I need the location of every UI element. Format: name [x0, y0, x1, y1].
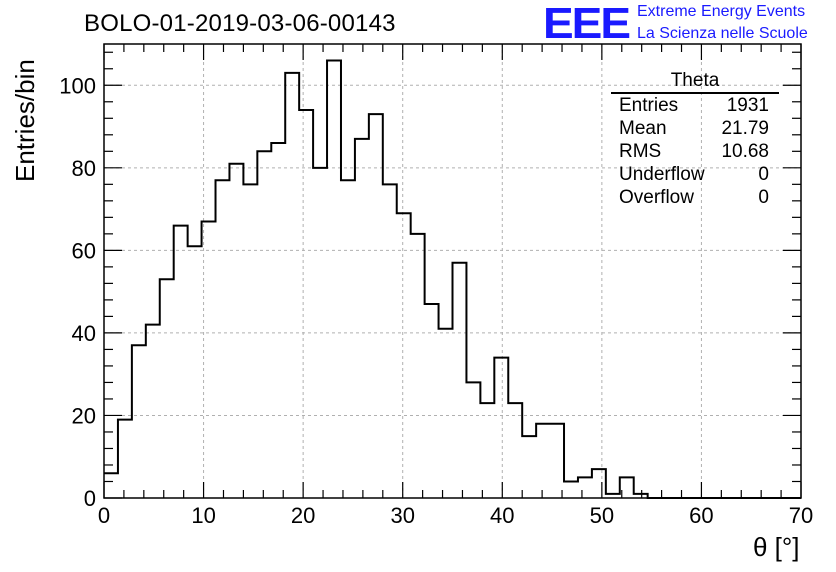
stats-row-mean: Mean 21.79 [611, 117, 779, 140]
histogram-bin [257, 151, 271, 498]
x-tick-label: 70 [789, 503, 813, 528]
stats-value: 10.68 [721, 141, 769, 162]
histogram-bin [160, 279, 174, 498]
stats-label: Overflow [619, 187, 694, 208]
histogram-bin [564, 481, 578, 498]
histogram-bin [327, 61, 341, 498]
histogram-bin [229, 164, 243, 498]
eee-logo: EEE [543, 0, 631, 48]
histogram-bars [104, 59, 801, 499]
plot-frame [103, 43, 802, 499]
stats-row-rms: RMS 10.68 [611, 140, 779, 163]
histogram-bin [216, 180, 230, 498]
stats-label: Entries [619, 95, 679, 116]
histogram-bin [243, 184, 257, 498]
histogram-bin [383, 184, 397, 498]
histogram-bin [453, 263, 467, 498]
histogram-bin [536, 424, 550, 498]
stats-row-entries: Entries 1931 [611, 94, 779, 117]
histogram-bin [508, 403, 522, 498]
histogram-bin [592, 469, 606, 498]
x-tick-label: 40 [490, 503, 514, 528]
logo-line-2: La Scienza nelle Scuole [637, 25, 808, 42]
histogram-bin [480, 403, 494, 498]
y-tick-label: 40 [72, 321, 96, 346]
y-tick-label: 0 [84, 486, 96, 511]
histogram-bin [411, 234, 425, 498]
x-tick-label: 60 [689, 503, 713, 528]
histogram-bin [104, 473, 118, 498]
histogram-bin [522, 436, 536, 498]
stats-label: RMS [619, 141, 662, 162]
histogram-bin [146, 325, 160, 498]
y-axis-label: Entries/bin [10, 59, 40, 182]
logo-line-1: Extreme Energy Events [637, 3, 806, 20]
histogram-bin [341, 180, 355, 498]
stats-value: 0 [758, 164, 769, 185]
x-tick-label: 50 [590, 503, 614, 528]
histogram-bin [188, 246, 202, 498]
histogram-outline [104, 59, 801, 499]
histogram-bin [369, 114, 383, 498]
y-tick-label: 80 [72, 156, 96, 181]
histogram-bin [578, 477, 592, 498]
stats-label: Mean [619, 118, 667, 139]
histogram-bin [271, 143, 285, 498]
histogram-bin [550, 424, 564, 498]
stats-row-overflow: Overflow 0 [611, 186, 779, 209]
y-tick-label: 100 [59, 73, 96, 98]
histogram-bin [494, 358, 508, 498]
stats-label: Underflow [619, 164, 705, 185]
y-tick-label: 20 [72, 403, 96, 428]
plot-title: BOLO-01-2019-03-06-00143 [84, 10, 396, 37]
histogram-bin [299, 110, 313, 498]
x-axis-label: θ [°] [753, 532, 800, 562]
histogram-bin [285, 73, 299, 498]
histogram-bin [174, 226, 188, 498]
stats-value: 21.79 [721, 118, 769, 139]
stats-box: Theta Entries 1931 Mean 21.79 RMS 10.68 … [611, 70, 779, 209]
stats-title: Theta [611, 70, 779, 94]
x-tick-label: 0 [98, 503, 110, 528]
x-tick-label: 20 [291, 503, 315, 528]
stats-value: 1931 [726, 95, 769, 116]
x-tick-label: 10 [191, 503, 215, 528]
histogram-bin [466, 382, 480, 498]
histogram-bin [439, 329, 453, 498]
stats-row-underflow: Underflow 0 [611, 163, 779, 186]
y-tick-label: 60 [72, 238, 96, 263]
histogram-bin [132, 345, 146, 498]
stats-value: 0 [758, 187, 769, 208]
histogram-bin [355, 139, 369, 498]
tick-labels: 0 10 20 30 40 50 60 70 0 20 40 60 80 100 [59, 73, 813, 528]
histogram-bin [118, 420, 132, 498]
axis-ticks [103, 44, 802, 499]
grid-lines [104, 44, 801, 498]
x-tick-label: 30 [390, 503, 414, 528]
histogram-bin [397, 213, 411, 498]
